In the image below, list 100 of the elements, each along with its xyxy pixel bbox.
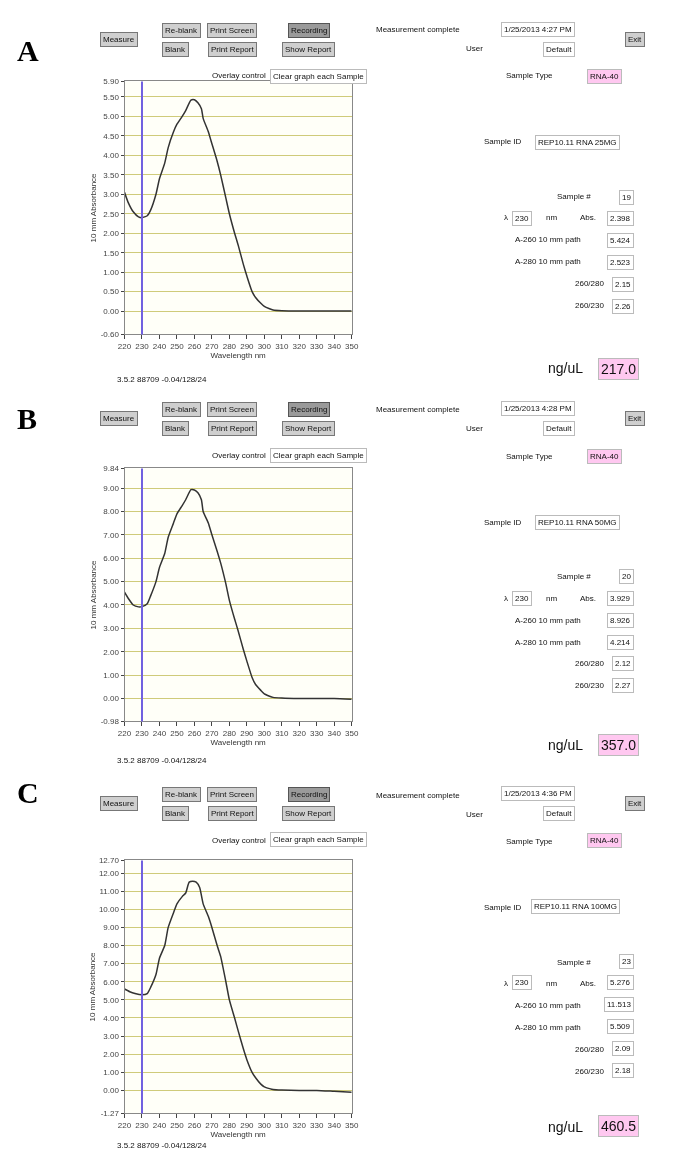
text: Clear graph each Sample — [273, 835, 365, 844]
text: Measurement complete — [376, 405, 461, 414]
x-tick-label: 240 — [152, 1121, 167, 1131]
y-tick-label: 5.90 — [103, 77, 120, 87]
text: 2.12 — [615, 659, 632, 668]
text: Re-blank — [165, 26, 199, 35]
x-tick-label: 300 — [257, 342, 272, 352]
x-tick-label: 250 — [170, 342, 185, 352]
text: ng/uL — [548, 360, 584, 376]
text: A-280 10 mm path — [515, 257, 581, 266]
y-tick-label: 8.00 — [103, 507, 120, 517]
text: Overlay control — [212, 71, 267, 80]
text: User — [466, 810, 484, 819]
x-tick-label: 320 — [292, 1121, 307, 1131]
text: REP10.11 RNA 100MG — [534, 902, 618, 911]
text: A-260 10 mm path — [515, 235, 581, 244]
y-tick-label: 6.00 — [103, 977, 120, 987]
x-tick-label: 220 — [117, 729, 132, 739]
y-tick-label: 5.00 — [103, 112, 120, 122]
text: Recording — [291, 26, 328, 35]
text: nm — [546, 979, 558, 988]
text: Measurement complete — [376, 25, 461, 34]
text: 2.15 — [615, 280, 632, 289]
x-tick-label: 310 — [275, 342, 290, 352]
chart-title: A — [17, 34, 39, 67]
x-tick-label: 290 — [240, 1121, 255, 1131]
text: 2.523 — [610, 258, 631, 267]
text: Sample Type — [506, 837, 554, 846]
text: Print Screen — [210, 790, 255, 799]
text: Sample # — [557, 958, 592, 967]
y-tick-label: 1.00 — [103, 1068, 120, 1078]
text: nm — [546, 594, 558, 603]
text: Clear graph each Sample — [273, 72, 365, 81]
text: REP10.11 RNA 25MG — [538, 138, 617, 147]
text: λ — [504, 979, 508, 988]
x-tick-label: 260 — [187, 342, 202, 352]
y-tick-label: 6.00 — [103, 554, 120, 564]
text: 230 — [515, 594, 529, 603]
x-tick-label: 270 — [205, 1121, 220, 1131]
text: Print Report — [211, 45, 255, 54]
text: Exit — [628, 414, 643, 423]
y-tick-label: 5.50 — [103, 92, 120, 102]
y-tick-label: 12.00 — [98, 868, 120, 878]
text: Sample Type — [506, 71, 554, 80]
y-tick-label: 7.00 — [103, 530, 120, 540]
text: Default — [546, 45, 573, 54]
text: REP10.11 RNA 50MG — [538, 518, 617, 527]
y-tick-label: 4.00 — [103, 1013, 120, 1023]
text: Sample Type — [506, 452, 554, 461]
y-tick-label: 12.70 — [98, 856, 120, 866]
chart-title: C — [17, 776, 39, 809]
text: 5.276 — [610, 978, 631, 987]
x-tick-label: 230 — [135, 729, 150, 739]
line-series — [124, 880, 352, 1094]
text: 1/25/2013 4:36 PM — [504, 789, 572, 798]
y-tick-label: 3.00 — [103, 190, 120, 200]
text: Abs. — [580, 594, 597, 603]
y-tick-label: 5.00 — [103, 577, 120, 587]
x-tick-label: 250 — [170, 1121, 185, 1131]
text: 357.0 — [601, 737, 637, 753]
text: 8.926 — [610, 616, 631, 625]
y-tick-label: 9.84 — [103, 464, 120, 474]
y-tick-label: 10.00 — [98, 905, 120, 915]
y-tick-label: 4.50 — [103, 131, 120, 141]
text: Abs. — [580, 979, 597, 988]
text: 260/230 — [575, 1067, 605, 1076]
x-tick-label: 240 — [152, 729, 167, 739]
text: 260/280 — [575, 279, 605, 288]
y-tick-label: 0.00 — [103, 306, 120, 316]
text: 460.5 — [601, 1118, 637, 1134]
text: Show Report — [285, 809, 333, 818]
text: Measure — [103, 799, 135, 808]
x-tick-label: 350 — [345, 342, 359, 352]
y-tick-label: 2.00 — [103, 1050, 120, 1060]
y-tick-label: 2.50 — [103, 209, 120, 219]
x-tick-label: 320 — [292, 342, 307, 352]
line-series — [124, 488, 352, 700]
text: 2.18 — [615, 1066, 632, 1075]
text: Clear graph each Sample — [273, 451, 365, 460]
x-tick-label: 340 — [327, 729, 342, 739]
text: Blank — [165, 809, 187, 818]
text: A-280 10 mm path — [515, 1023, 581, 1032]
text: Abs. — [580, 213, 597, 222]
y-tick-label: 2.00 — [103, 229, 120, 239]
text: Re-blank — [165, 405, 199, 414]
text: 260/230 — [575, 301, 605, 310]
x-tick-label: 260 — [187, 729, 202, 739]
text: 5.424 — [610, 236, 631, 245]
text: Sample ID — [484, 903, 522, 912]
text: Print Screen — [210, 26, 255, 35]
x-tick-label: 350 — [345, 1121, 359, 1131]
text: Recording — [291, 405, 328, 414]
text: 11.513 — [607, 1000, 632, 1009]
x-tick-label: 300 — [257, 729, 272, 739]
x-tick-label: 310 — [275, 729, 290, 739]
y-tick-label: 1.00 — [103, 670, 120, 680]
text: Sample ID — [484, 518, 522, 527]
x-tick-label: 340 — [327, 342, 342, 352]
text: Measurement complete — [376, 791, 461, 800]
x-tick-label: 300 — [257, 1121, 272, 1131]
